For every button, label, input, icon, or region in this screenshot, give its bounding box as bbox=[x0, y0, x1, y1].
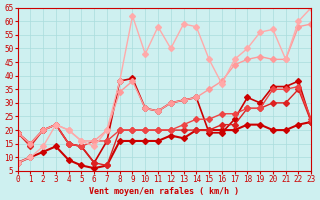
X-axis label: Vent moyen/en rafales ( km/h ): Vent moyen/en rafales ( km/h ) bbox=[89, 187, 239, 196]
